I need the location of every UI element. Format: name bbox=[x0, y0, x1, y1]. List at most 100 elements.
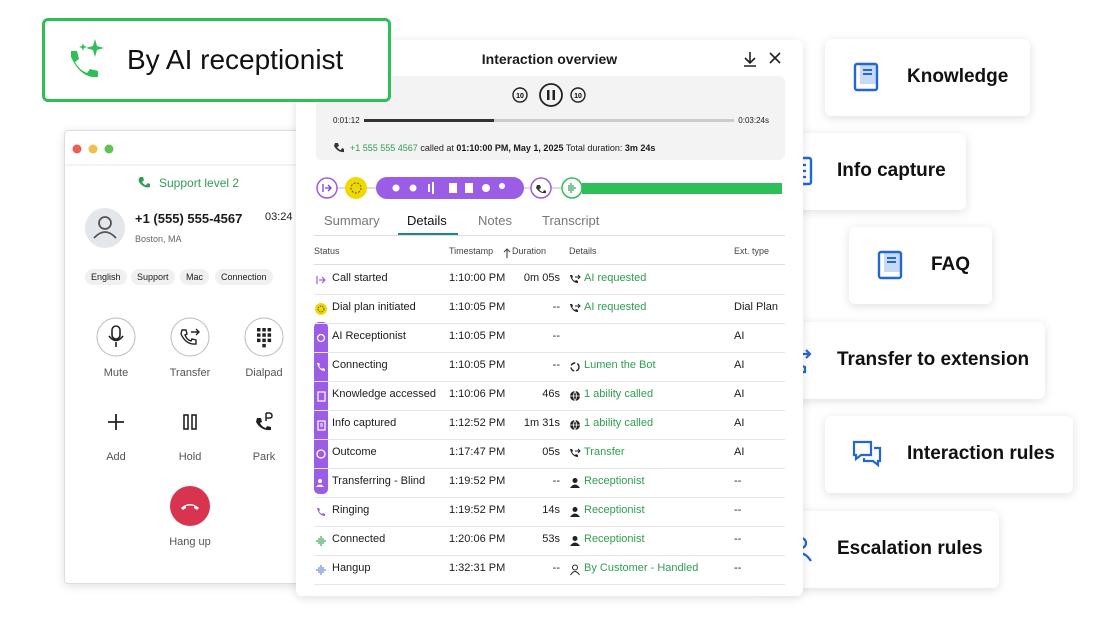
duration: 46s bbox=[542, 388, 560, 400]
details[interactable]: Transfer bbox=[584, 446, 625, 458]
details[interactable]: By Customer - Handled bbox=[584, 562, 699, 574]
row-divider bbox=[314, 381, 785, 382]
duration: 0m 05s bbox=[523, 272, 560, 284]
details-icon bbox=[569, 302, 581, 314]
status: Call started bbox=[332, 272, 388, 284]
player-controls[interactable]: 10 10 bbox=[506, 82, 596, 108]
status: Hangup bbox=[332, 562, 371, 574]
feature-label: Knowledge bbox=[907, 66, 1009, 87]
sort-arrow-svg bbox=[503, 248, 511, 258]
details-icon-svg bbox=[570, 390, 580, 402]
hang-up-button[interactable] bbox=[170, 486, 210, 526]
tab[interactable]: Summary bbox=[324, 213, 380, 228]
queue-name: Support level 2 bbox=[159, 176, 240, 190]
status: Ringing bbox=[332, 504, 370, 516]
call-icon bbox=[334, 143, 344, 153]
active-tab-underline bbox=[398, 233, 458, 236]
status-icon bbox=[315, 331, 327, 343]
duration: -- bbox=[552, 301, 560, 313]
details-icon bbox=[569, 563, 581, 576]
progress-bar[interactable] bbox=[364, 119, 734, 123]
details-icon-svg bbox=[570, 564, 580, 576]
control-button[interactable] bbox=[96, 402, 136, 442]
column-header: Timestamp bbox=[449, 246, 494, 256]
control-button[interactable] bbox=[170, 402, 210, 442]
hang-up-label: Hang up bbox=[169, 536, 211, 548]
details[interactable]: AI requested bbox=[584, 301, 647, 313]
ext-type: -- bbox=[734, 533, 742, 545]
timestamp: 1:10:05 PM bbox=[449, 359, 506, 371]
status-icon bbox=[315, 505, 327, 517]
tab[interactable]: Details bbox=[407, 213, 447, 228]
timestamp: 1:19:52 PM bbox=[449, 504, 506, 516]
svg-text:10: 10 bbox=[516, 93, 524, 100]
window-dots bbox=[65, 144, 311, 166]
timestamp: 1:10:00 PM bbox=[449, 272, 506, 284]
control-button-svg bbox=[256, 412, 273, 431]
duration: -- bbox=[552, 330, 560, 342]
call-time: 01:10:00 PM, May 1, 2025 bbox=[456, 143, 564, 153]
duration: -- bbox=[552, 359, 560, 371]
call-info: +1 555 555 4567 called at 01:10:00 PM, M… bbox=[350, 143, 655, 153]
status-icon bbox=[315, 563, 327, 575]
status: AI Receptionist bbox=[332, 330, 406, 342]
feature-icon-svg bbox=[852, 440, 882, 468]
feature-icon-svg bbox=[853, 62, 879, 92]
call-timer: 03:24 bbox=[265, 211, 293, 223]
details-icon bbox=[569, 447, 581, 459]
status-icon-svg bbox=[316, 449, 326, 459]
ext-type: AI bbox=[734, 359, 745, 371]
control-button[interactable] bbox=[170, 317, 210, 357]
caller: +1 555 555 4567 bbox=[350, 143, 418, 153]
details[interactable]: Receptionist bbox=[584, 475, 645, 487]
status: Outcome bbox=[332, 446, 377, 458]
row-divider bbox=[314, 584, 785, 585]
duration: -- bbox=[552, 475, 560, 487]
feature-icon bbox=[851, 61, 883, 93]
status: Dial plan initiated bbox=[332, 301, 416, 313]
ext-type: -- bbox=[734, 562, 742, 574]
tab[interactable]: Transcript bbox=[542, 213, 600, 228]
control-button-svg bbox=[244, 317, 284, 357]
feature-label: Escalation rules bbox=[837, 538, 983, 559]
control-button[interactable] bbox=[244, 317, 284, 357]
status: Connecting bbox=[332, 359, 388, 371]
details[interactable]: Lumen the Bot bbox=[584, 359, 656, 371]
tab[interactable]: Notes bbox=[478, 213, 512, 228]
details[interactable]: 1 ability called bbox=[584, 417, 654, 429]
feature-label: Info capture bbox=[837, 160, 946, 181]
row-divider bbox=[314, 468, 785, 469]
panel-actions[interactable] bbox=[742, 50, 788, 68]
feature-label: FAQ bbox=[931, 254, 971, 275]
control-button[interactable] bbox=[244, 402, 284, 442]
details-icon-svg bbox=[570, 507, 580, 517]
details-icon-svg bbox=[570, 536, 580, 546]
control-button[interactable] bbox=[96, 317, 136, 357]
status-icon-svg bbox=[316, 565, 326, 575]
details[interactable]: Receptionist bbox=[584, 533, 645, 545]
feature-card: Interaction rules bbox=[825, 416, 1073, 493]
details-icon bbox=[569, 360, 581, 372]
ext-type: -- bbox=[734, 475, 742, 487]
status-icon bbox=[315, 476, 327, 488]
details-icon-svg bbox=[570, 419, 580, 431]
header-divider bbox=[314, 264, 785, 265]
details[interactable]: Receptionist bbox=[584, 504, 645, 516]
status-icon bbox=[315, 534, 327, 546]
panel-title: Interaction overview bbox=[481, 51, 618, 67]
details[interactable]: AI requested bbox=[584, 272, 647, 284]
row-divider bbox=[314, 555, 785, 556]
timestamp: 1:12:52 PM bbox=[449, 417, 506, 429]
status-icon-svg bbox=[316, 479, 324, 487]
ext-type: AI bbox=[734, 330, 745, 342]
details-icon-svg bbox=[570, 303, 581, 312]
details[interactable]: 1 ability called bbox=[584, 388, 654, 400]
row-divider bbox=[314, 497, 785, 498]
timestamp: 1:10:05 PM bbox=[449, 301, 506, 313]
status-icon-svg bbox=[317, 420, 326, 431]
feature-label: Interaction rules bbox=[907, 443, 1055, 464]
row-divider bbox=[314, 410, 785, 411]
details-icon bbox=[569, 418, 581, 431]
control-button-svg bbox=[183, 414, 197, 430]
